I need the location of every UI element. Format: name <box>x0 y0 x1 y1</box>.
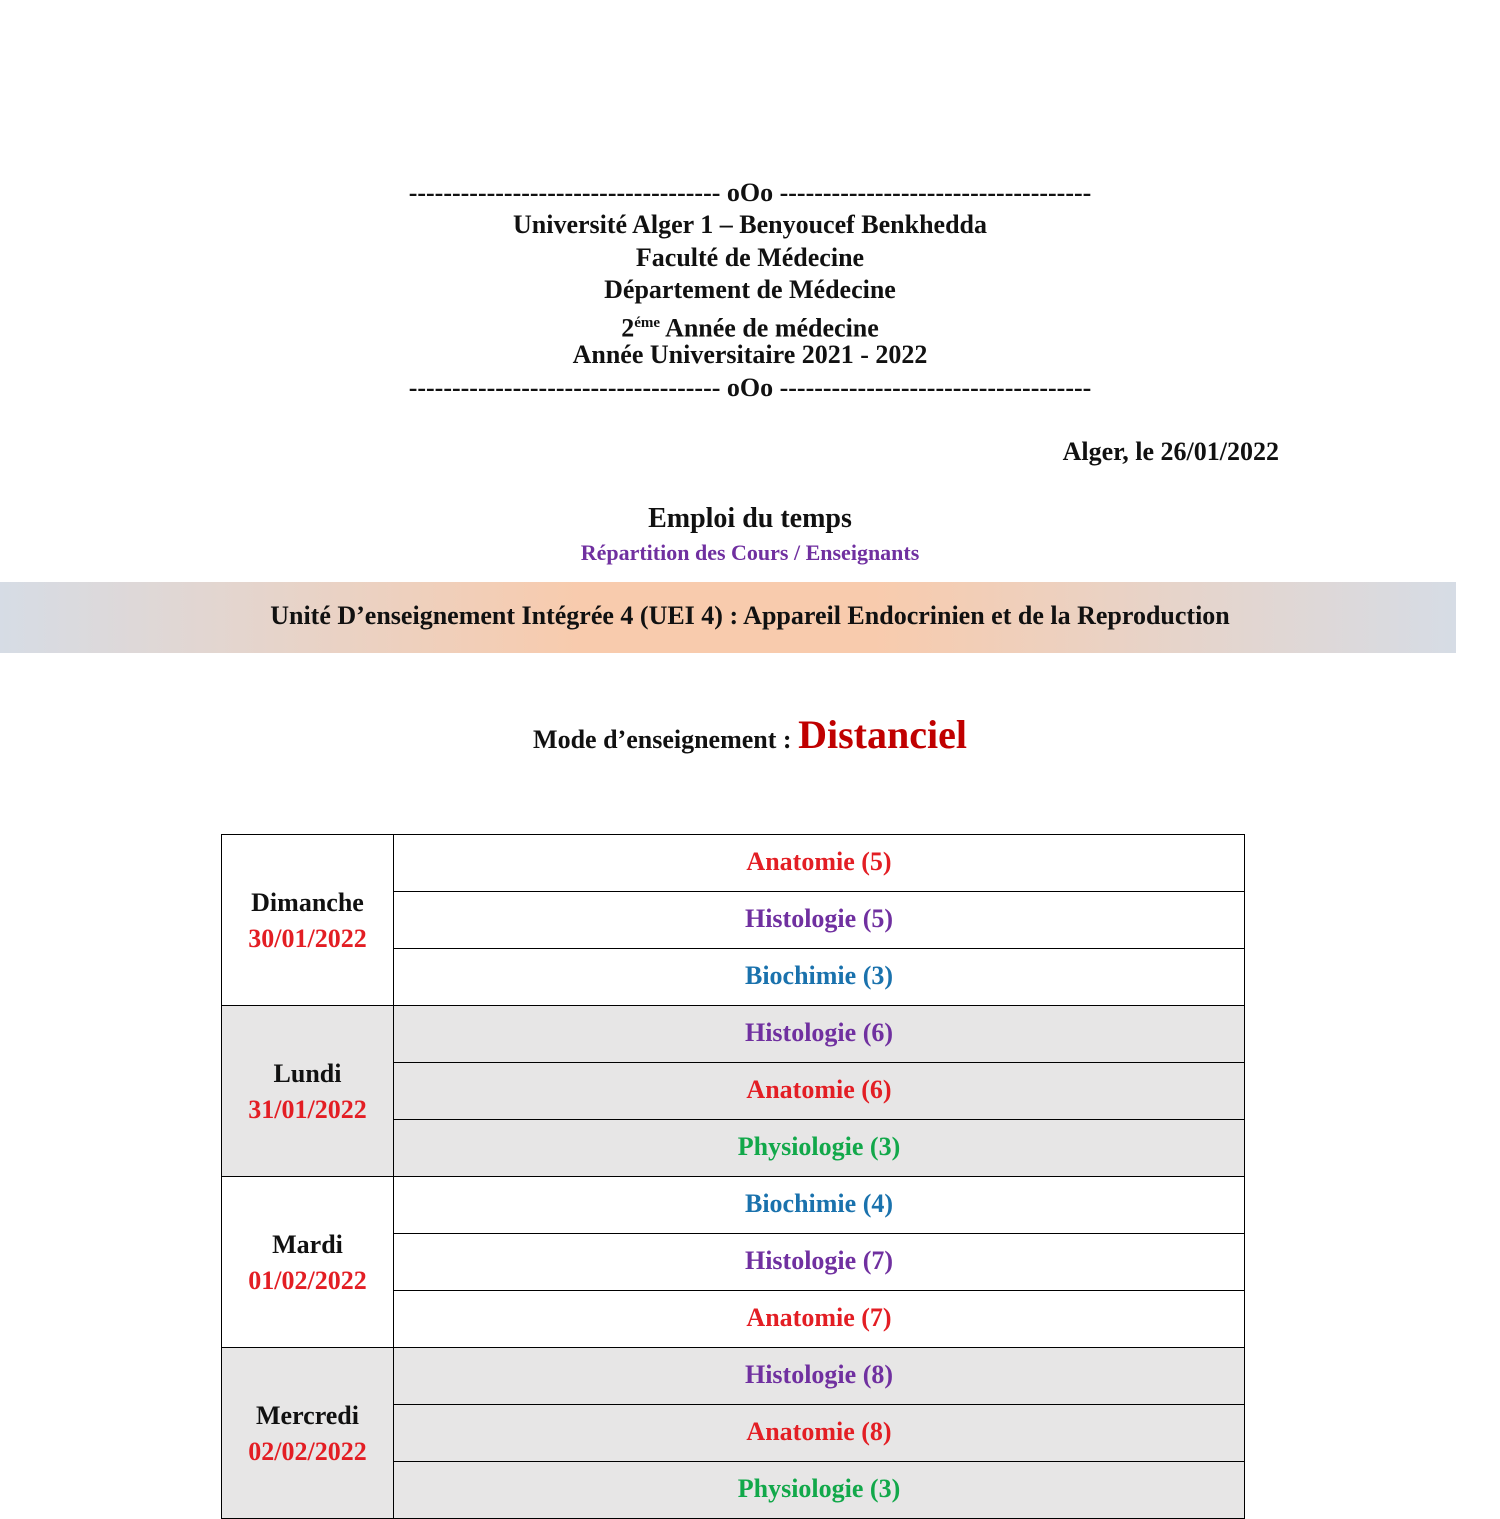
course: Anatomie (5) <box>394 834 1245 891</box>
year-number: 2 <box>621 313 635 343</box>
day-cell: Mercredi 02/02/2022 <box>221 1347 394 1518</box>
course: Histologie (6) <box>394 1005 1245 1062</box>
year-line: 2éme Année de médecine <box>0 307 1500 345</box>
day-cell: Lundi 31/01/2022 <box>221 1005 394 1176</box>
day-group: Lundi 31/01/2022 Histologie (6) Anatomie (6… <box>221 1005 1245 1177</box>
day-date: 02/02/2022 <box>248 1436 367 1466</box>
day-date: 30/01/2022 <box>248 923 367 953</box>
header-line: Département de Médecine <box>604 275 896 304</box>
place-date: Alger, le 26/01/2022 <box>1062 437 1279 466</box>
course: Histologie (7) <box>394 1233 1245 1290</box>
year-rest: Année de médecine <box>660 313 879 343</box>
course: Biochimie (3) <box>394 948 1245 1005</box>
day-cell: Dimanche 30/01/2022 <box>221 834 394 1005</box>
mode-label: Mode d’enseignement : <box>533 725 792 754</box>
banner-text: Unité D’enseignement Intégrée 4 (UEI 4) … <box>270 601 1230 630</box>
separator: ------------------------------------ oOo… <box>408 373 1092 402</box>
day-name: Dimanche <box>251 887 364 917</box>
day-name: Mardi <box>272 1229 343 1259</box>
separator: ------------------------------------ oOo… <box>408 178 1092 207</box>
day-group: Dimanche 30/01/2022 Anatomie (5) Histologie… <box>221 834 1245 1006</box>
day-group: Mercredi 02/02/2022 Histologie (8) Anatomie… <box>221 1347 1245 1519</box>
course: Anatomie (7) <box>394 1290 1245 1347</box>
day-name: Lundi <box>273 1058 342 1088</box>
course: Anatomie (6) <box>394 1062 1245 1119</box>
day-date: 01/02/2022 <box>248 1265 367 1295</box>
course: Histologie (8) <box>394 1347 1245 1404</box>
academic-year: Année Universitaire 2021 - 2022 <box>572 340 928 369</box>
course: Anatomie (8) <box>394 1404 1245 1461</box>
day-date: 31/01/2022 <box>248 1094 367 1124</box>
day-cell: Mardi 01/02/2022 <box>221 1176 394 1347</box>
day-name: Mercredi <box>256 1400 359 1430</box>
subtitle: Répartition des Cours / Enseignants <box>580 540 920 565</box>
mode: Mode d’enseignement : Distanciel <box>0 712 1500 763</box>
day-group: Mardi 01/02/2022 Biochimie (4) Histologie (… <box>221 1176 1245 1348</box>
course: Physiologie (3) <box>394 1119 1245 1176</box>
header-line: Faculté de Médecine <box>635 242 865 272</box>
mode-value: Distanciel <box>798 712 967 757</box>
course: Biochimie (4) <box>394 1176 1245 1233</box>
banner: Unité D’enseignement Intégrée 4 (UEI 4) … <box>0 582 1456 653</box>
course: Physiologie (3) <box>394 1461 1245 1518</box>
title: Emploi du temps <box>648 503 852 534</box>
course: Histologie (5) <box>394 891 1245 948</box>
header-line: Université Alger 1 – Benyoucef Benkhedda <box>512 210 988 239</box>
year-sup: éme <box>634 315 660 331</box>
